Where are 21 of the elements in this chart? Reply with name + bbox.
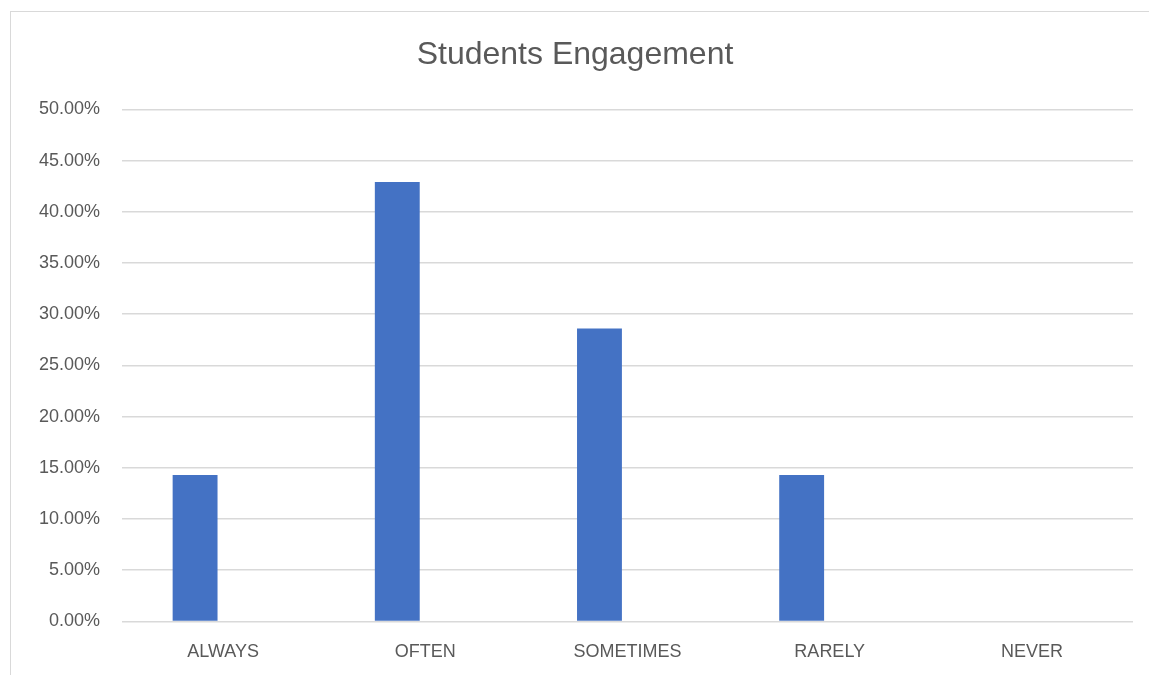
y-tick-label: 40.00% [38, 200, 101, 221]
x-tick-label: ALWAYS [187, 641, 259, 662]
x-tick-label: NEVER [1000, 641, 1063, 662]
chart-title: Students Engagement [416, 35, 734, 72]
x-tick-label: RARELY [794, 641, 866, 662]
y-tick-label: 20.00% [38, 405, 101, 426]
y-tick-label: 0.00% [49, 610, 101, 631]
bar [172, 474, 218, 621]
y-tick-label: 30.00% [38, 303, 101, 324]
bar [779, 474, 825, 621]
x-tick-label: SOMETIMES [573, 641, 682, 662]
y-tick-label: 15.00% [38, 456, 101, 477]
x-tick-label: OFTEN [394, 641, 456, 662]
y-tick-label: 25.00% [38, 354, 101, 375]
bar [374, 182, 420, 621]
bar [577, 328, 622, 621]
y-tick-label: 50.00% [38, 98, 101, 119]
y-tick-label: 35.00% [38, 251, 101, 272]
y-tick-label: 10.00% [38, 507, 101, 528]
y-tick-label: 45.00% [38, 149, 101, 170]
y-tick-label: 5.00% [49, 559, 101, 580]
